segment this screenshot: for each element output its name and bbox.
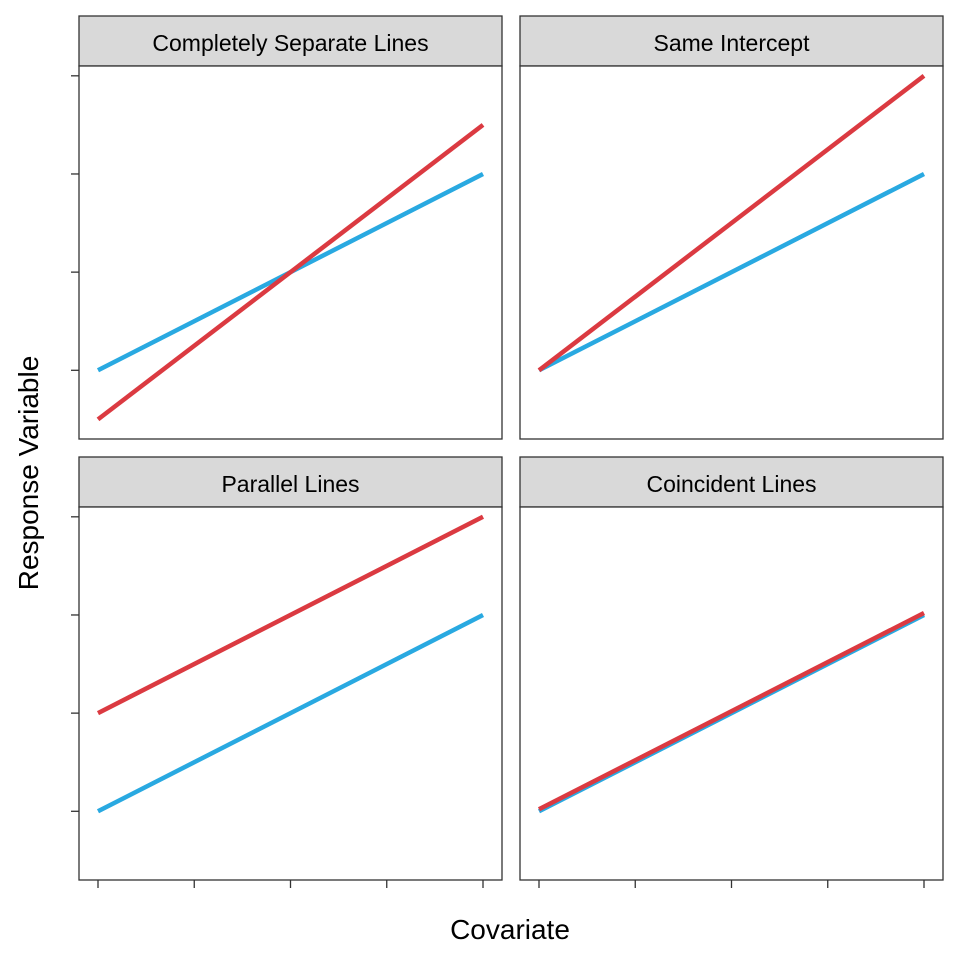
panel-2-line-group-1 bbox=[537, 171, 926, 373]
panel-4-plot-area bbox=[519, 506, 944, 881]
y-axis-label: Response Variable bbox=[13, 356, 44, 591]
panel-1-title: Completely Separate Lines bbox=[152, 30, 428, 56]
panel-3-plot-area bbox=[78, 506, 503, 881]
panel-1-plot-area bbox=[78, 65, 503, 440]
panel-4-line-group-2 bbox=[537, 610, 926, 812]
panel-2-strip bbox=[519, 15, 944, 67]
panel-4-title: Coincident Lines bbox=[646, 471, 816, 497]
x-axis-label: Covariate bbox=[450, 914, 570, 945]
panel-3-strip bbox=[78, 456, 503, 508]
panel-2-plot-area bbox=[519, 65, 944, 440]
panel-1-strip bbox=[78, 15, 503, 67]
panel-3-line-group-1 bbox=[96, 612, 485, 814]
panel-3-title: Parallel Lines bbox=[221, 471, 359, 497]
panel-2-title: Same Intercept bbox=[654, 30, 811, 56]
panel-2-line-group-2 bbox=[537, 74, 926, 373]
panel-1-line-group-2 bbox=[96, 123, 485, 422]
panel-3-line-group-2 bbox=[96, 514, 485, 716]
panel-4-strip bbox=[519, 456, 944, 508]
